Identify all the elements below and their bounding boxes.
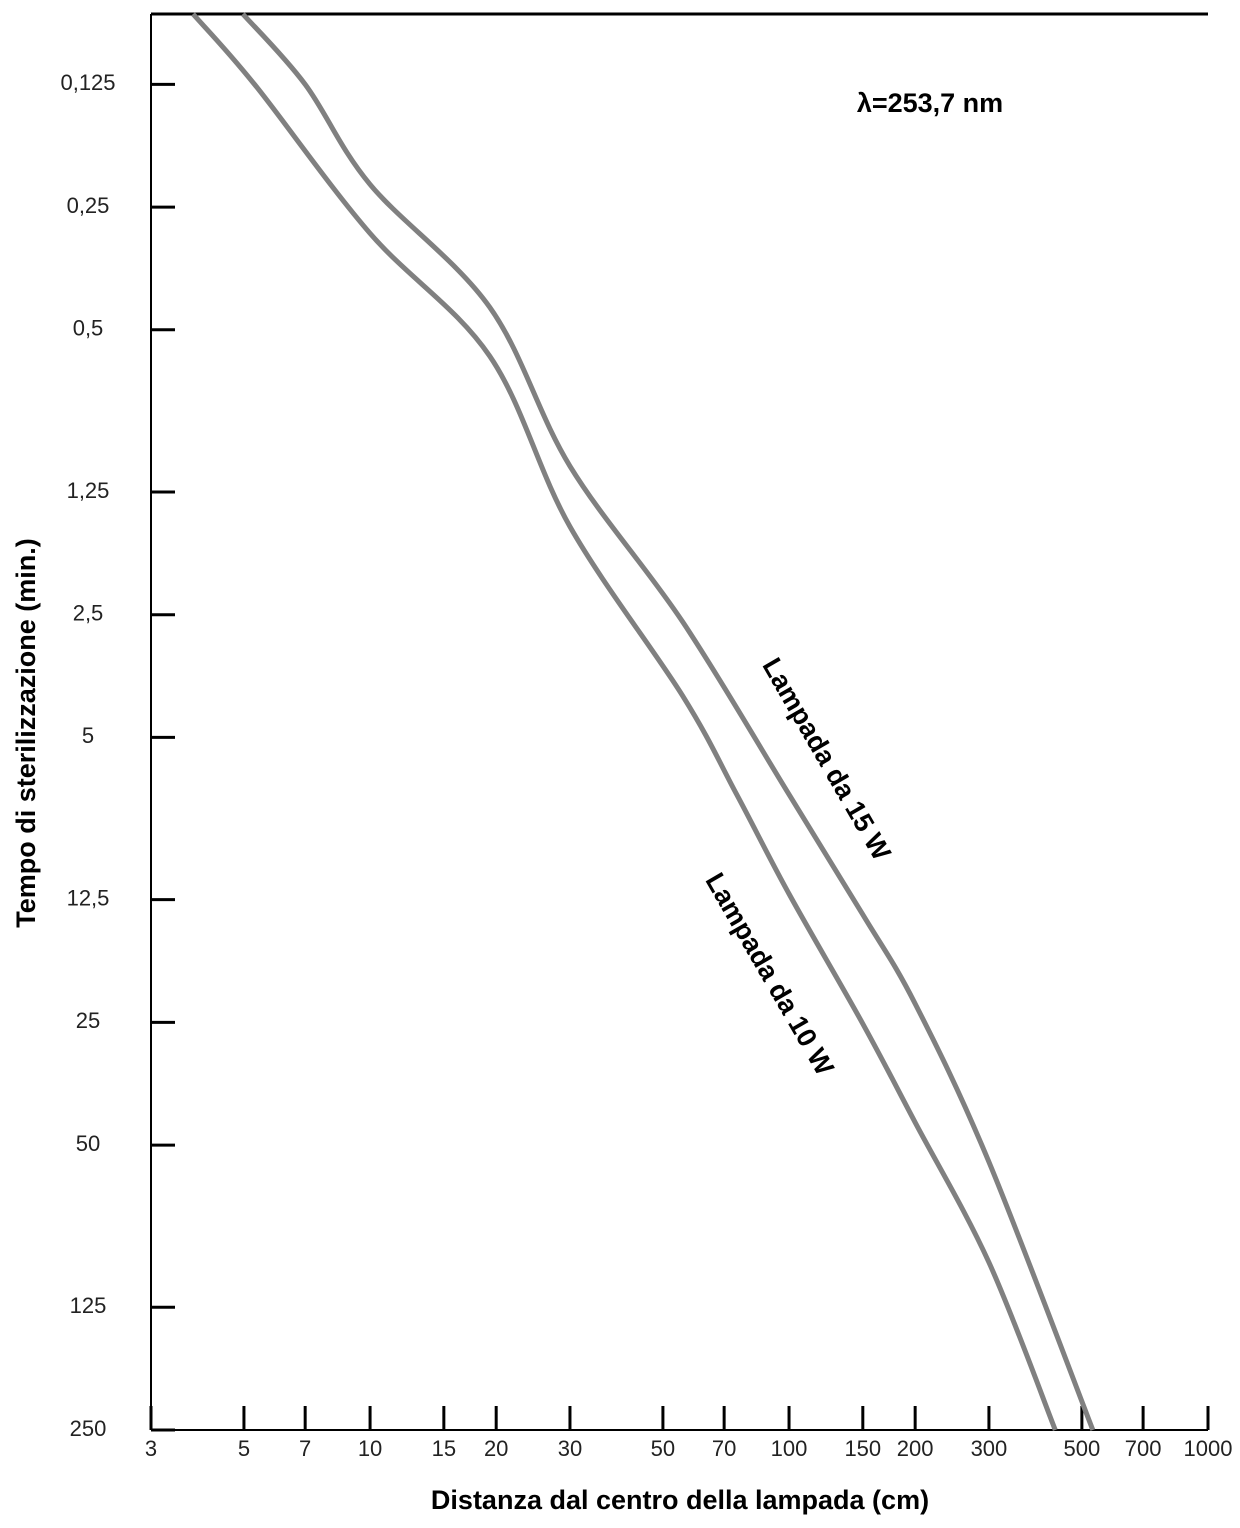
x-tick-label: 150 (844, 1436, 881, 1461)
y-axis-title: Tempo di sterilizzazione (min.) (11, 538, 41, 928)
x-tick-label: 7 (299, 1436, 311, 1461)
line-series (191, 12, 1058, 1431)
x-tick-label: 1000 (1184, 1436, 1233, 1461)
series-label: Lampada da 15 W (757, 653, 897, 866)
x-axis-title: Distanza dal centro della lampada (cm) (431, 1485, 929, 1515)
x-tick-label: 500 (1064, 1436, 1101, 1461)
y-tick-label: 25 (76, 1008, 100, 1033)
x-tick-label: 100 (771, 1436, 808, 1461)
x-tick-label: 200 (897, 1436, 934, 1461)
y-tick-label: 12,5 (67, 885, 110, 910)
y-tick-label: 250 (70, 1416, 107, 1441)
x-tick-label: 700 (1125, 1436, 1162, 1461)
line-series (240, 12, 1096, 1431)
y-tick-label: 125 (70, 1293, 107, 1318)
series-label: Lampada da 10 W (700, 868, 840, 1081)
y-tick-label: 0,125 (60, 70, 115, 95)
y-tick-label: 0,5 (73, 316, 104, 341)
x-tick-label: 10 (358, 1436, 382, 1461)
x-tick-label: 300 (971, 1436, 1008, 1461)
y-tick-label: 0,25 (67, 193, 110, 218)
x-tick-label: 30 (558, 1436, 582, 1461)
y-tick-label: 50 (76, 1131, 100, 1156)
x-tick-label: 50 (651, 1436, 675, 1461)
y-tick-label: 1,25 (67, 478, 110, 503)
x-tick-label: 70 (712, 1436, 736, 1461)
x-tick-label: 20 (484, 1436, 508, 1461)
x-tick-label: 3 (145, 1436, 157, 1461)
annotation: λ=253,7 nm (857, 88, 1003, 118)
y-tick-label: 2,5 (73, 601, 104, 626)
y-tick-label: 5 (82, 723, 94, 748)
x-tick-label: 5 (238, 1436, 250, 1461)
x-tick-label: 15 (432, 1436, 456, 1461)
